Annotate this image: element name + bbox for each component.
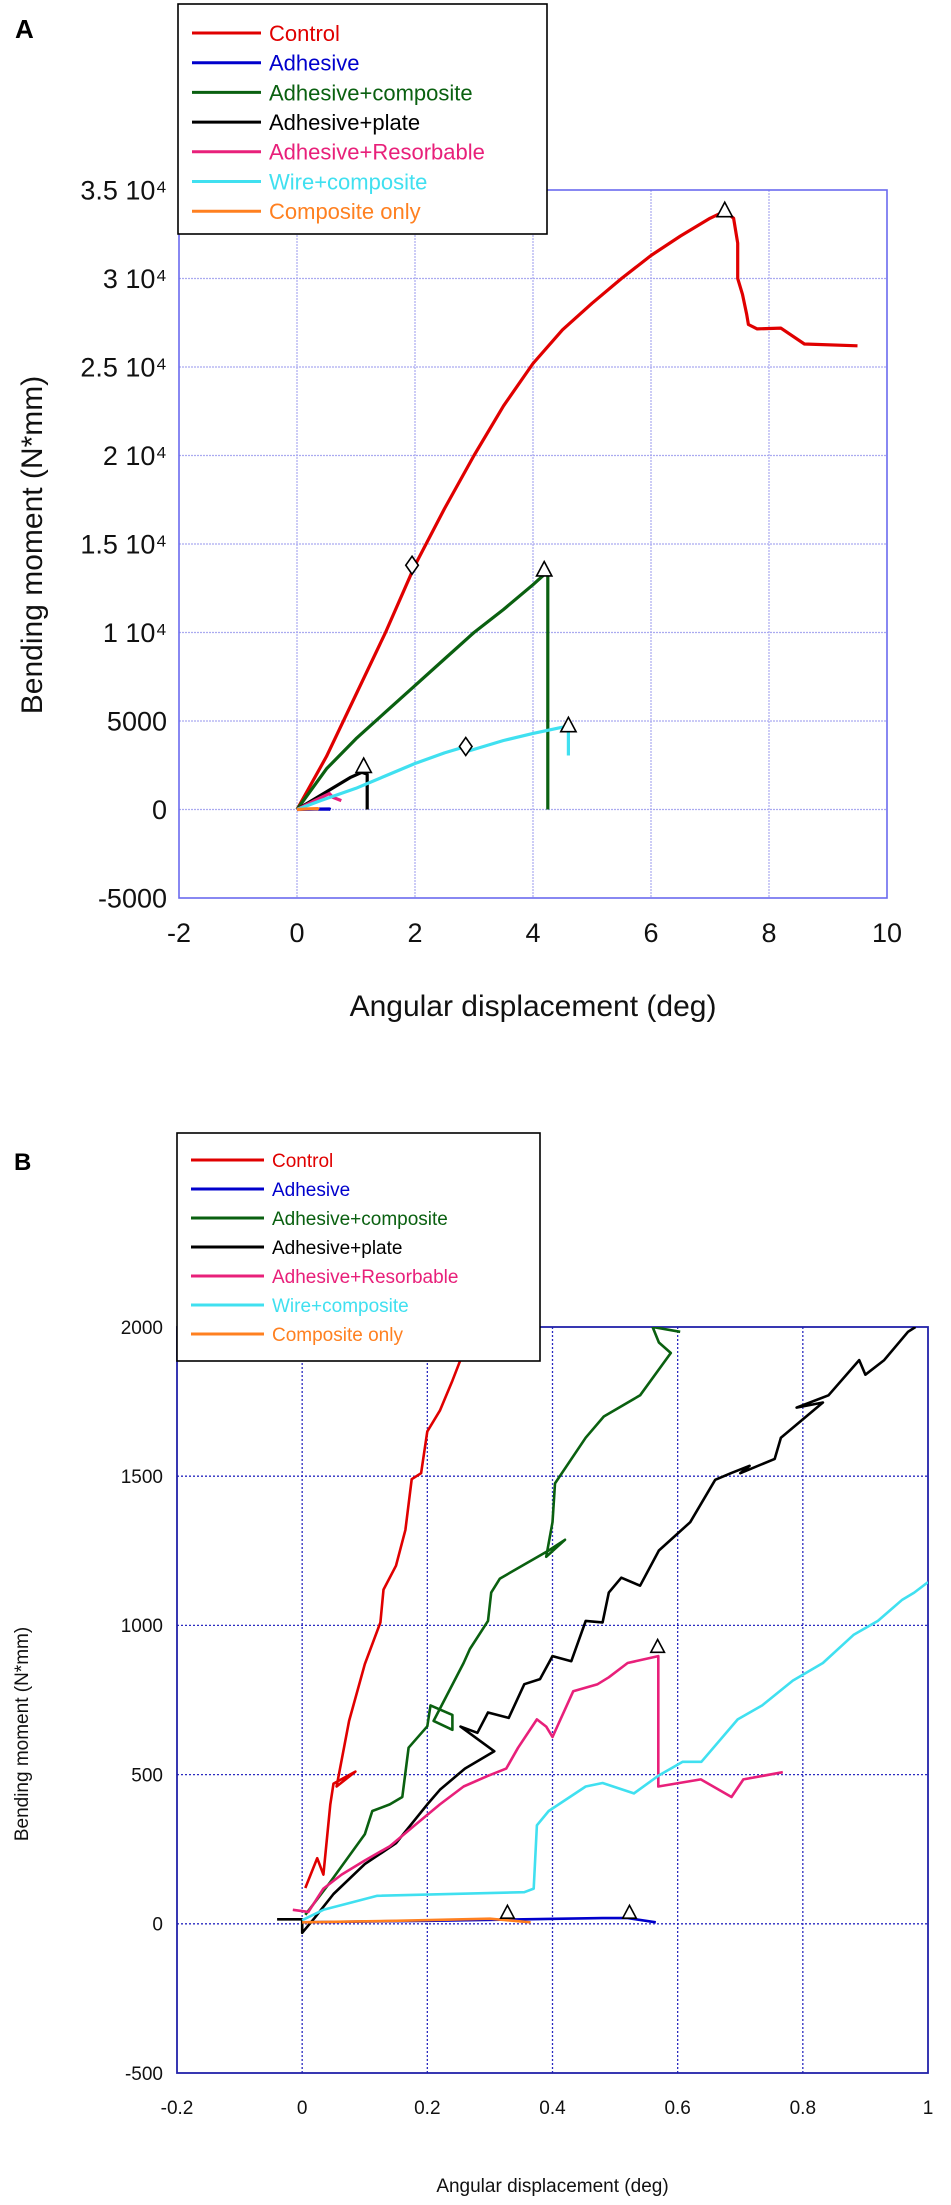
legend: Control Adhesive Adhesive+composite Adhesiv…: [176, 1132, 541, 1362]
y-tick-label: 3 10⁴: [103, 264, 167, 294]
legend-box: [177, 3, 548, 235]
x-tick-label: 0.8: [790, 2098, 816, 2119]
y-axis-title: Bending moment (N*mm): [12, 1627, 33, 1841]
y-tick-label: 1500: [121, 1467, 163, 1488]
y-tick-label: 2.5 10⁴: [80, 353, 167, 383]
diamond-marker: [458, 736, 474, 757]
x-tick-label: 0.6: [664, 2098, 690, 2119]
y-axis-title: Bending moment (N*mm): [16, 376, 49, 714]
x-tick-label: 0.2: [414, 2098, 440, 2119]
legend-label: Composite only: [269, 199, 421, 224]
legend-label: Adhesive: [272, 1180, 350, 1201]
triangle-marker: [621, 1903, 638, 1919]
panel-label: A: [15, 14, 34, 44]
y-tick-label: 5000: [107, 707, 167, 737]
series-line-wire-composite: [301, 1581, 928, 1922]
series-line-wire-composite: [296, 725, 571, 811]
triangle-marker: [649, 1637, 666, 1654]
x-tick-label: 8: [761, 918, 776, 948]
y-tick-label: 0: [152, 1915, 163, 1936]
series-line-adhesive-plate: [277, 1327, 917, 1935]
y-tick-label: 3.5 10⁴: [80, 176, 167, 206]
y-tick-label: 2000: [121, 1318, 163, 1339]
series-line-adhesive-resorbable: [292, 1654, 784, 1914]
series-line-adhesive-composite: [304, 1327, 681, 1916]
legend-label: Control: [269, 21, 340, 46]
x-tick-label: 10: [872, 918, 902, 948]
x-tick-label: 0.4: [539, 2098, 566, 2119]
triangle-marker: [535, 559, 554, 577]
x-tick-label: 2: [407, 918, 422, 948]
chart-panel-a: A -2 0 2 4 6 8 10 -5000 0 5000 1 10⁴ 1.5 10⁴ 2 10⁴ 2.5…: [15, 3, 902, 1023]
x-tick-label: -0.2: [161, 2098, 194, 2119]
series-line-control: [304, 1327, 465, 1889]
x-tick-label: 1: [923, 2098, 934, 2119]
y-tick-label: 1 10⁴: [103, 618, 167, 648]
y-tick-label: 0: [152, 795, 167, 825]
triangle-marker: [354, 756, 373, 774]
y-tick-label: 500: [131, 1765, 163, 1786]
x-axis-title: Angular displacement (deg): [350, 990, 717, 1023]
panel-label: B: [14, 1149, 31, 1176]
legend-label: Wire+composite: [269, 169, 427, 194]
y-tick-label: 2 10⁴: [103, 441, 167, 471]
legend-label: Adhesive: [269, 51, 360, 76]
y-tick-label: -5000: [98, 884, 167, 914]
legend-label: Adhesive+plate: [272, 1238, 402, 1259]
legend-label: Adhesive+Resorbable: [269, 140, 485, 165]
legend-label: Adhesive+plate: [269, 110, 420, 135]
y-tick-label: 1000: [121, 1616, 163, 1637]
x-tick-label: 0: [297, 2098, 308, 2119]
chart-panel-b: B -0.2 0 0.2 0.4 0.6 0.8 1 -500 0 500 1000 1500 2000 A…: [12, 1132, 934, 2197]
triangle-marker: [715, 200, 734, 218]
legend-label: Wire+composite: [272, 1296, 409, 1317]
legend: Control Adhesive Adhesive+composite Adhesiv…: [177, 3, 548, 235]
legend-label: Control: [272, 1151, 333, 1172]
legend-label: Composite only: [272, 1325, 403, 1346]
legend-label: Adhesive+composite: [272, 1209, 448, 1230]
legend-label: Adhesive+Resorbable: [272, 1267, 458, 1288]
series-line-composite-only: [296, 806, 320, 812]
x-tick-label: 4: [525, 918, 540, 948]
series-line-adhesive-composite: [295, 572, 550, 811]
y-tick-label: -500: [125, 2064, 163, 2085]
y-tick-label: 1.5 10⁴: [80, 530, 167, 560]
legend-label: Adhesive+composite: [269, 80, 473, 105]
x-tick-label: -2: [167, 918, 191, 948]
triangle-marker: [559, 715, 578, 733]
x-tick-label: 6: [643, 918, 658, 948]
x-tick-label: 0: [289, 918, 304, 948]
triangle-marker: [499, 1903, 516, 1919]
plot-frame: [176, 1326, 929, 2074]
diamond-marker: [404, 554, 420, 576]
series-line-composite-only: [302, 1917, 531, 1924]
series-line-control: [295, 209, 858, 811]
x-axis-title: Angular displacement (deg): [436, 2176, 668, 2197]
